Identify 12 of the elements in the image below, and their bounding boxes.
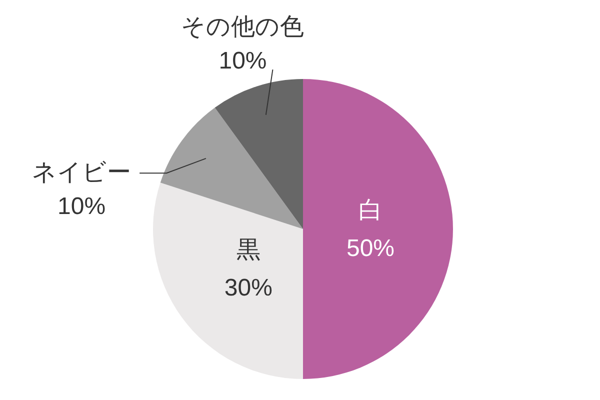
slice-label: 白 [358, 197, 382, 224]
pie-slice [214, 79, 303, 229]
data-label: 10% [58, 193, 106, 220]
data-label: 50% [346, 235, 395, 262]
pie-slice [160, 108, 303, 229]
data-label: 30% [224, 274, 272, 302]
pie-slice [153, 182, 303, 379]
slice-label: ネイビー [32, 159, 132, 186]
data-label: 10% [218, 48, 267, 75]
slice-label: 黒 [236, 236, 260, 264]
slice-label: その他の色 [181, 14, 304, 41]
pie-slice [303, 79, 453, 379]
